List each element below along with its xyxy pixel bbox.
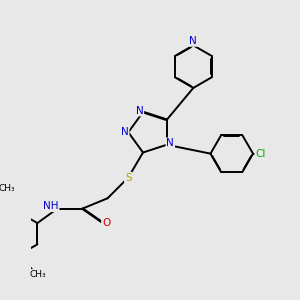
Text: CH₃: CH₃ <box>30 270 46 279</box>
Text: NH: NH <box>43 201 58 211</box>
Text: CH₃: CH₃ <box>0 184 16 193</box>
Text: Cl: Cl <box>255 148 266 159</box>
Text: N: N <box>136 106 143 116</box>
Text: N: N <box>190 36 197 46</box>
Text: N: N <box>121 127 129 137</box>
Text: S: S <box>125 172 131 183</box>
Text: N: N <box>167 138 174 148</box>
Text: O: O <box>102 218 110 228</box>
